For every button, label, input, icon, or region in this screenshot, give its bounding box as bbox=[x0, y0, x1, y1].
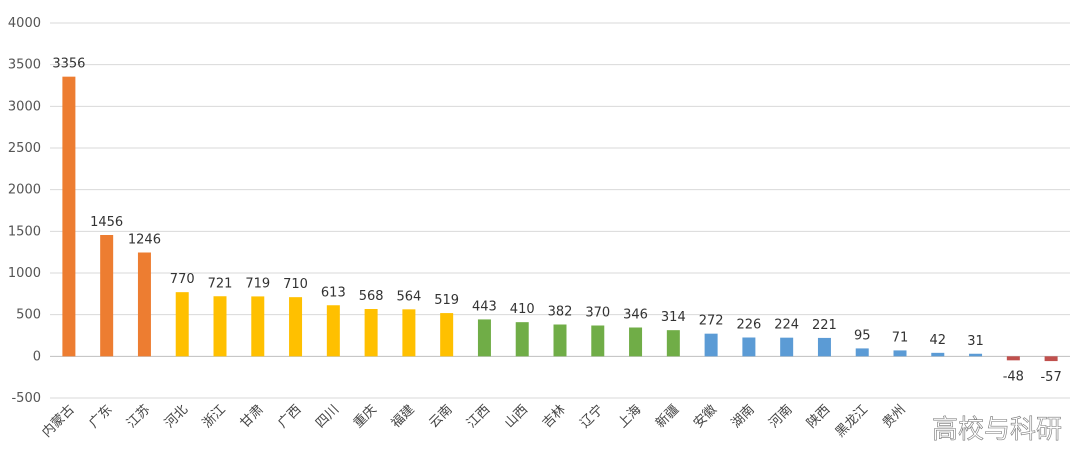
category-label: 湖南 bbox=[728, 402, 758, 432]
data-label: 721 bbox=[208, 276, 233, 291]
data-label: 272 bbox=[699, 314, 724, 329]
watermark: 高校与科研 bbox=[932, 415, 1062, 445]
bar bbox=[289, 297, 303, 357]
y-tick-label: 2500 bbox=[8, 141, 41, 156]
data-label: 3356 bbox=[52, 57, 85, 72]
data-label: 221 bbox=[812, 318, 837, 333]
category-label: 广东 bbox=[86, 402, 115, 431]
bar bbox=[175, 292, 189, 357]
category-label: 河南 bbox=[766, 402, 796, 432]
category-label: 山西 bbox=[502, 402, 531, 431]
category-label: 上海 bbox=[615, 402, 644, 431]
bar bbox=[62, 76, 76, 357]
data-label: 710 bbox=[283, 277, 308, 292]
bar bbox=[477, 319, 491, 357]
data-label: 370 bbox=[585, 306, 610, 321]
data-label: -57 bbox=[1040, 370, 1061, 385]
category-label: 安徽 bbox=[691, 402, 720, 431]
data-labels: 3356 1456 1246 770 721 719 710 613 568 564 519 443 4… bbox=[52, 57, 1061, 385]
data-label: 519 bbox=[434, 293, 459, 308]
bar bbox=[1044, 356, 1058, 362]
bar bbox=[1006, 356, 1020, 361]
y-axis: -500 0 500 1000 1500 2000 2500 3000 3500 4000 bbox=[8, 16, 41, 406]
category-label: 云南 bbox=[426, 402, 456, 432]
bar bbox=[742, 337, 756, 357]
category-label: 江西 bbox=[464, 402, 493, 431]
bar bbox=[326, 305, 340, 357]
data-label: 71 bbox=[892, 330, 909, 345]
bar bbox=[931, 352, 945, 357]
data-label: -48 bbox=[1003, 369, 1024, 384]
category-label: 河北 bbox=[162, 402, 191, 431]
data-label: 95 bbox=[854, 328, 871, 343]
bar bbox=[817, 337, 831, 357]
bar bbox=[893, 350, 907, 357]
bar bbox=[100, 235, 114, 357]
data-label: 770 bbox=[170, 272, 195, 287]
bar bbox=[515, 322, 529, 357]
y-tick-label: 3000 bbox=[8, 99, 41, 114]
category-label: 辽宁 bbox=[577, 402, 607, 432]
data-label: 613 bbox=[321, 285, 346, 300]
bar bbox=[402, 309, 416, 357]
data-label: 719 bbox=[245, 276, 270, 291]
category-label: 陕西 bbox=[804, 402, 833, 431]
category-label: 贵州 bbox=[880, 402, 909, 431]
bar bbox=[364, 309, 378, 357]
bar bbox=[591, 325, 605, 357]
bars bbox=[62, 76, 1058, 362]
category-label: 内蒙古 bbox=[39, 402, 78, 441]
bar bbox=[855, 348, 869, 357]
data-label: 443 bbox=[472, 299, 497, 314]
data-label: 314 bbox=[661, 310, 686, 325]
data-label: 564 bbox=[396, 289, 421, 304]
data-label: 1456 bbox=[90, 215, 123, 230]
category-label: 黑龙江 bbox=[833, 402, 871, 440]
category-label: 福建 bbox=[389, 402, 418, 431]
data-label: 224 bbox=[774, 318, 799, 333]
data-label: 410 bbox=[510, 302, 535, 317]
category-label: 浙江 bbox=[200, 402, 229, 431]
category-label: 四川 bbox=[313, 402, 342, 431]
bar bbox=[666, 330, 680, 357]
y-tick-label: -500 bbox=[11, 391, 41, 406]
data-label: 346 bbox=[623, 308, 648, 323]
category-label: 江苏 bbox=[124, 402, 154, 432]
bar bbox=[137, 252, 151, 357]
data-label: 568 bbox=[359, 289, 384, 304]
y-tick-label: 1000 bbox=[8, 266, 41, 281]
x-axis: 内蒙古 广东 江苏 河北 浙江 甘肃 广西 四川 重庆 福建 云南 江西 山西 吉林 辽宁 上海 新疆 安徽 湖南河… bbox=[39, 402, 909, 441]
data-label: 31 bbox=[967, 334, 984, 349]
category-label: 重庆 bbox=[350, 402, 380, 432]
bar bbox=[704, 333, 718, 357]
category-label: 吉林 bbox=[540, 402, 569, 431]
bar bbox=[629, 327, 643, 357]
y-tick-label: 2000 bbox=[8, 183, 41, 198]
bar bbox=[969, 353, 983, 357]
category-label: 广西 bbox=[275, 402, 304, 431]
data-label: 226 bbox=[736, 318, 761, 333]
data-label: 42 bbox=[930, 333, 947, 348]
data-label: 382 bbox=[548, 305, 573, 320]
bar bbox=[251, 296, 265, 357]
y-tick-label: 3500 bbox=[8, 58, 41, 73]
data-label: 1246 bbox=[128, 233, 161, 248]
bar bbox=[780, 337, 794, 357]
y-tick-label: 4000 bbox=[8, 16, 41, 31]
bar bbox=[440, 313, 454, 357]
y-tick-label: 1500 bbox=[8, 224, 41, 239]
category-label: 甘肃 bbox=[238, 402, 267, 431]
y-tick-label: 500 bbox=[16, 308, 41, 323]
y-tick-label: 0 bbox=[33, 349, 41, 364]
bar bbox=[213, 296, 227, 357]
category-label: 新疆 bbox=[652, 402, 682, 432]
bar bbox=[553, 324, 567, 357]
